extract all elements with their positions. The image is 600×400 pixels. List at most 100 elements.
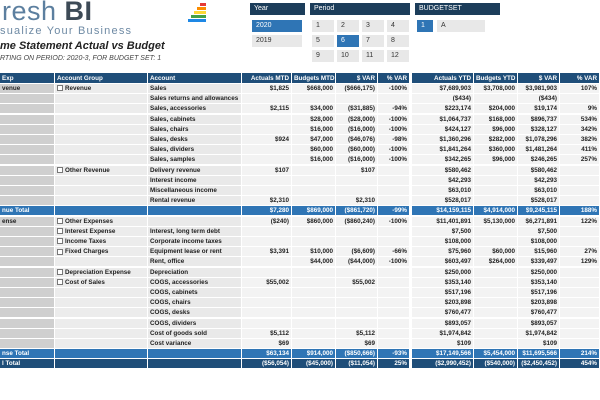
slicer-item[interactable]: 1 [417,20,433,32]
value-cell [336,318,378,329]
label-cell [55,145,148,156]
value-cell [336,288,378,298]
label-cell [0,196,55,207]
slicer-item[interactable]: 5 [312,35,334,47]
value-cell [242,175,292,186]
value-cell: -66% [378,247,410,258]
value-cell: $893,057 [412,318,474,329]
value-cell [474,328,518,339]
value-cell: $869,000 [292,206,336,217]
value-cell: 382% [560,135,600,145]
slicer-item[interactable]: 7 [362,35,384,47]
value-cell: $60,000 [474,247,518,258]
label-cell [55,298,148,309]
value-cell: ($16,000) [336,124,378,135]
label-cell[interactable]: Other Expenses [55,216,148,227]
label-cell [0,247,55,258]
value-cell: -100% [378,216,410,227]
slicer-header: Period [310,3,410,15]
value-cell [378,175,410,186]
label-cell[interactable]: Interest Expense [55,226,148,237]
value-cell: -98% [378,135,410,145]
value-cell [560,196,600,207]
column-header[interactable]: Account Group [55,73,148,84]
slicer-item[interactable]: 2020 [252,20,302,32]
value-cell: 188% [560,206,600,217]
column-header: $ VAR [518,73,560,84]
label-cell: l Total [0,359,55,370]
label-cell [0,328,55,339]
slicer-item[interactable]: 9 [312,50,334,62]
value-cell: ($44,000) [336,257,378,268]
value-cell: $9,245,115 [518,206,560,217]
value-cell [242,94,292,105]
value-cell: $424,127 [412,124,474,135]
label-cell[interactable]: Depreciation Expense [55,267,148,278]
value-cell: $517,196 [412,288,474,298]
value-cell [560,175,600,186]
slicer-item[interactable]: 8 [387,35,409,47]
value-cell [474,165,518,176]
label-cell [0,339,55,349]
value-cell [474,196,518,207]
value-cell: $3,708,000 [474,84,518,94]
label-cell[interactable]: Other Revenue [55,165,148,176]
slicer-item[interactable]: 1 [312,20,334,32]
label-cell[interactable]: Income Taxes [55,237,148,247]
value-cell: ($45,000) [292,359,336,370]
value-cell: ($240) [242,216,292,227]
column-header: Actuals MTD [242,73,292,84]
label-cell: nse Total [0,349,55,360]
label-cell[interactable]: Fixed Charges [55,247,148,258]
label-cell: Depreciation [148,267,242,278]
label-cell: Rent, office [148,257,242,268]
label-cell: venue [0,84,55,94]
column-header: % VAR [560,73,600,84]
slicer-item[interactable]: 2019 [252,35,302,47]
value-cell: ($56,054) [242,359,292,370]
value-cell [242,318,292,329]
value-cell: ($860,240) [336,216,378,227]
label-cell [0,318,55,329]
value-cell [560,298,600,309]
slicer-item[interactable]: A [437,20,485,32]
value-cell: $924 [242,135,292,145]
value-cell [474,318,518,329]
label-cell [148,359,242,370]
value-cell: 411% [560,145,600,156]
label-cell: ense [0,216,55,227]
value-cell [242,124,292,135]
value-cell: -100% [378,257,410,268]
value-cell [292,226,336,237]
value-cell [378,186,410,196]
value-cell: $353,140 [518,277,560,288]
value-cell: $528,017 [518,196,560,207]
value-cell: ($28,000) [336,114,378,125]
column-header[interactable]: Exp [0,73,55,84]
slicer-item[interactable]: 10 [337,50,359,62]
column-header[interactable]: Account [148,73,242,84]
value-cell: ($46,076) [336,135,378,145]
value-cell: $96,000 [474,155,518,166]
slicer-item[interactable]: 3 [362,20,384,32]
value-cell: $5,112 [336,328,378,339]
slicer-item[interactable]: 2 [337,20,359,32]
slicer-item[interactable]: 6 [337,35,359,47]
slicer-item[interactable]: 11 [362,50,384,62]
label-cell: Sales, samples [148,155,242,166]
value-cell: $353,140 [412,277,474,288]
value-cell: -100% [378,124,410,135]
slicer-item[interactable]: 4 [387,20,409,32]
label-cell [0,237,55,247]
label-cell[interactable]: Cost of Sales [55,277,148,288]
slicer-item[interactable]: 12 [387,50,409,62]
value-cell [474,267,518,278]
label-cell[interactable]: Revenue [55,84,148,94]
value-cell: $6,271,891 [518,216,560,227]
value-cell: $10,000 [292,247,336,258]
value-cell [560,339,600,349]
logo-icon [188,3,206,22]
label-cell [55,308,148,319]
value-cell [560,267,600,278]
value-cell: $7,689,903 [412,84,474,94]
